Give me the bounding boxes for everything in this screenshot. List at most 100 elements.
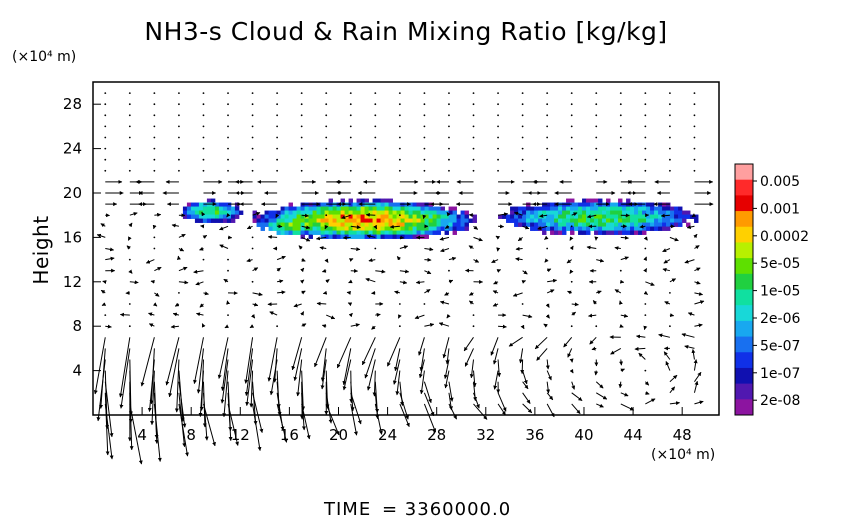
cloud-cell [436,230,441,235]
wind-vector [300,136,303,139]
cloud-cell [586,202,591,207]
cloud-cell [538,222,543,227]
wind-vector [301,290,306,295]
wind-vector [693,103,696,106]
wind-vector [219,244,229,249]
cloud-cell [284,210,289,215]
wind-vector [570,114,573,117]
wind-vector [517,236,523,242]
wind-vector [669,158,671,161]
y-tick-label: 4 [72,362,82,380]
wind-vector [269,311,278,316]
wind-vector [472,169,475,172]
wind-vector [325,136,328,139]
wind-vector [570,92,573,94]
wind-vector [398,114,401,117]
cloud-cell [558,222,563,227]
wind-vector [619,92,622,94]
cloud-cell [598,210,603,215]
wind-vector [301,323,307,328]
wind-vector [93,337,106,395]
cloud-cell [348,234,353,239]
wind-vector [520,324,525,330]
wind-vector [276,267,281,272]
wind-vector [620,235,629,240]
x-tick-label: 8 [186,426,196,444]
wind-vector [366,234,376,239]
wind-vector [596,258,605,263]
wind-vector [174,359,180,413]
cloud-cell [198,210,204,215]
wind-vector [104,392,110,456]
wind-vector [694,245,700,250]
wind-vector [570,280,573,283]
cloud-cell [578,210,583,215]
wind-vector [472,370,477,388]
plot-frame [92,81,720,416]
cloud-cell [582,206,587,211]
wind-vector [669,313,675,318]
cloud-cell [352,214,357,219]
wind-vector [178,169,180,172]
wind-vector [571,403,581,415]
cloud-cell [694,218,699,223]
wind-vector [202,158,205,161]
cloud-cell [578,206,583,211]
wind-vector [249,370,254,408]
cloud-cell [404,226,409,231]
cloud-cell [562,222,567,227]
cloud-cell [412,210,417,215]
cloud-cell [352,218,357,223]
cloud-cell [312,230,317,235]
wind-vector [620,392,629,397]
wind-vector [371,325,376,330]
cloud-cell [226,210,232,215]
cloud-cell [610,210,615,215]
cloud-cell [384,230,389,235]
wind-vector [145,259,155,264]
cloud-cell [412,234,417,239]
cloud-cell [614,210,619,215]
cloud-cell [630,202,635,207]
cloud-cell [388,210,393,215]
wind-vector [669,169,671,172]
wind-vector [251,169,254,172]
cloud-cell [420,222,425,227]
cloud-cell [218,210,224,215]
cloud-cell [182,206,188,211]
cloud-cell [638,214,643,219]
cloud-cell [594,218,599,223]
cloud-cell [202,214,208,219]
cloud-cell [440,214,445,219]
wind-vector [104,370,110,430]
cloud-cell [502,214,507,219]
wind-vector [619,114,622,117]
wind-vector [227,158,229,161]
cloud-cell [646,222,651,227]
cloud-cell [534,214,539,219]
wind-vector [398,214,401,217]
wind-vector [546,268,552,273]
cloud-cell [206,214,212,219]
wind-vector [424,270,432,275]
cloud-cell [610,214,615,219]
wind-vector [252,267,259,272]
wind-vector [620,403,635,411]
wind-vector [178,114,180,117]
cloud-cell [542,202,547,207]
cloud-cell [428,226,433,231]
cloud-cell [260,214,265,219]
cloud-cell [440,206,445,211]
cloud-cell [674,214,679,219]
wind-vector [394,348,401,372]
cloud-cell [308,234,313,239]
wind-vector [219,225,229,231]
cloud-cell [432,218,437,223]
cloud-cell [336,206,341,211]
cloud-cell [432,206,437,211]
cloud-cell [300,222,305,227]
cloud-cell [626,222,631,227]
cloud-cell [424,202,429,207]
cloud-cell [308,202,313,207]
